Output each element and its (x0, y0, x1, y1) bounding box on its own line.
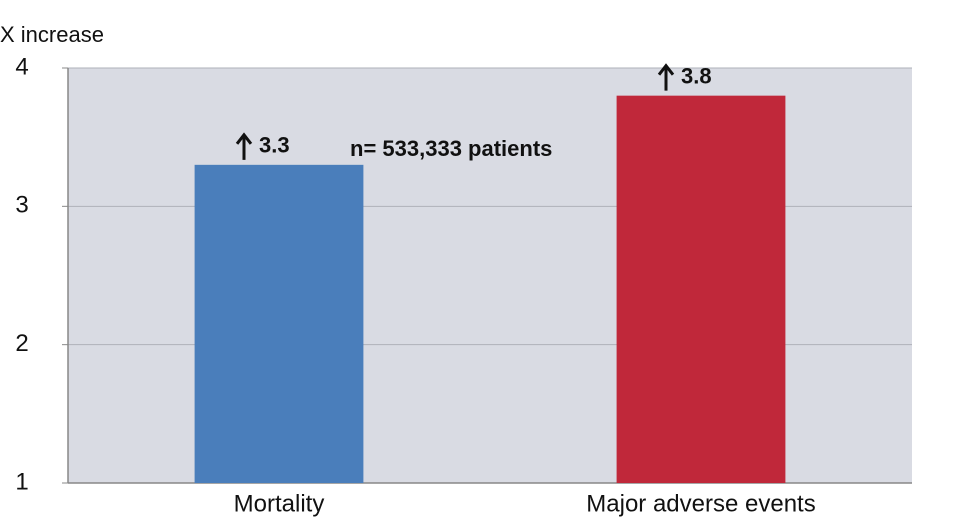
bar (194, 164, 364, 484)
y-tick-label: 3 (15, 192, 28, 219)
bar (616, 95, 786, 484)
up-arrow (235, 132, 253, 160)
annotation: n= 533,333 patients (350, 136, 552, 161)
value-label: 3.3 (259, 133, 290, 158)
value-label: 3.8 (681, 63, 712, 88)
up-arrow (657, 63, 675, 91)
y-tick-label: 1 (15, 468, 28, 495)
y-axis-label: X increase (0, 22, 104, 47)
x-tick-label: Mortality (234, 490, 325, 517)
y-tick-label: 4 (15, 53, 28, 80)
y-tick-label: 2 (15, 330, 28, 357)
x-tick-label: Major adverse events (586, 490, 815, 517)
